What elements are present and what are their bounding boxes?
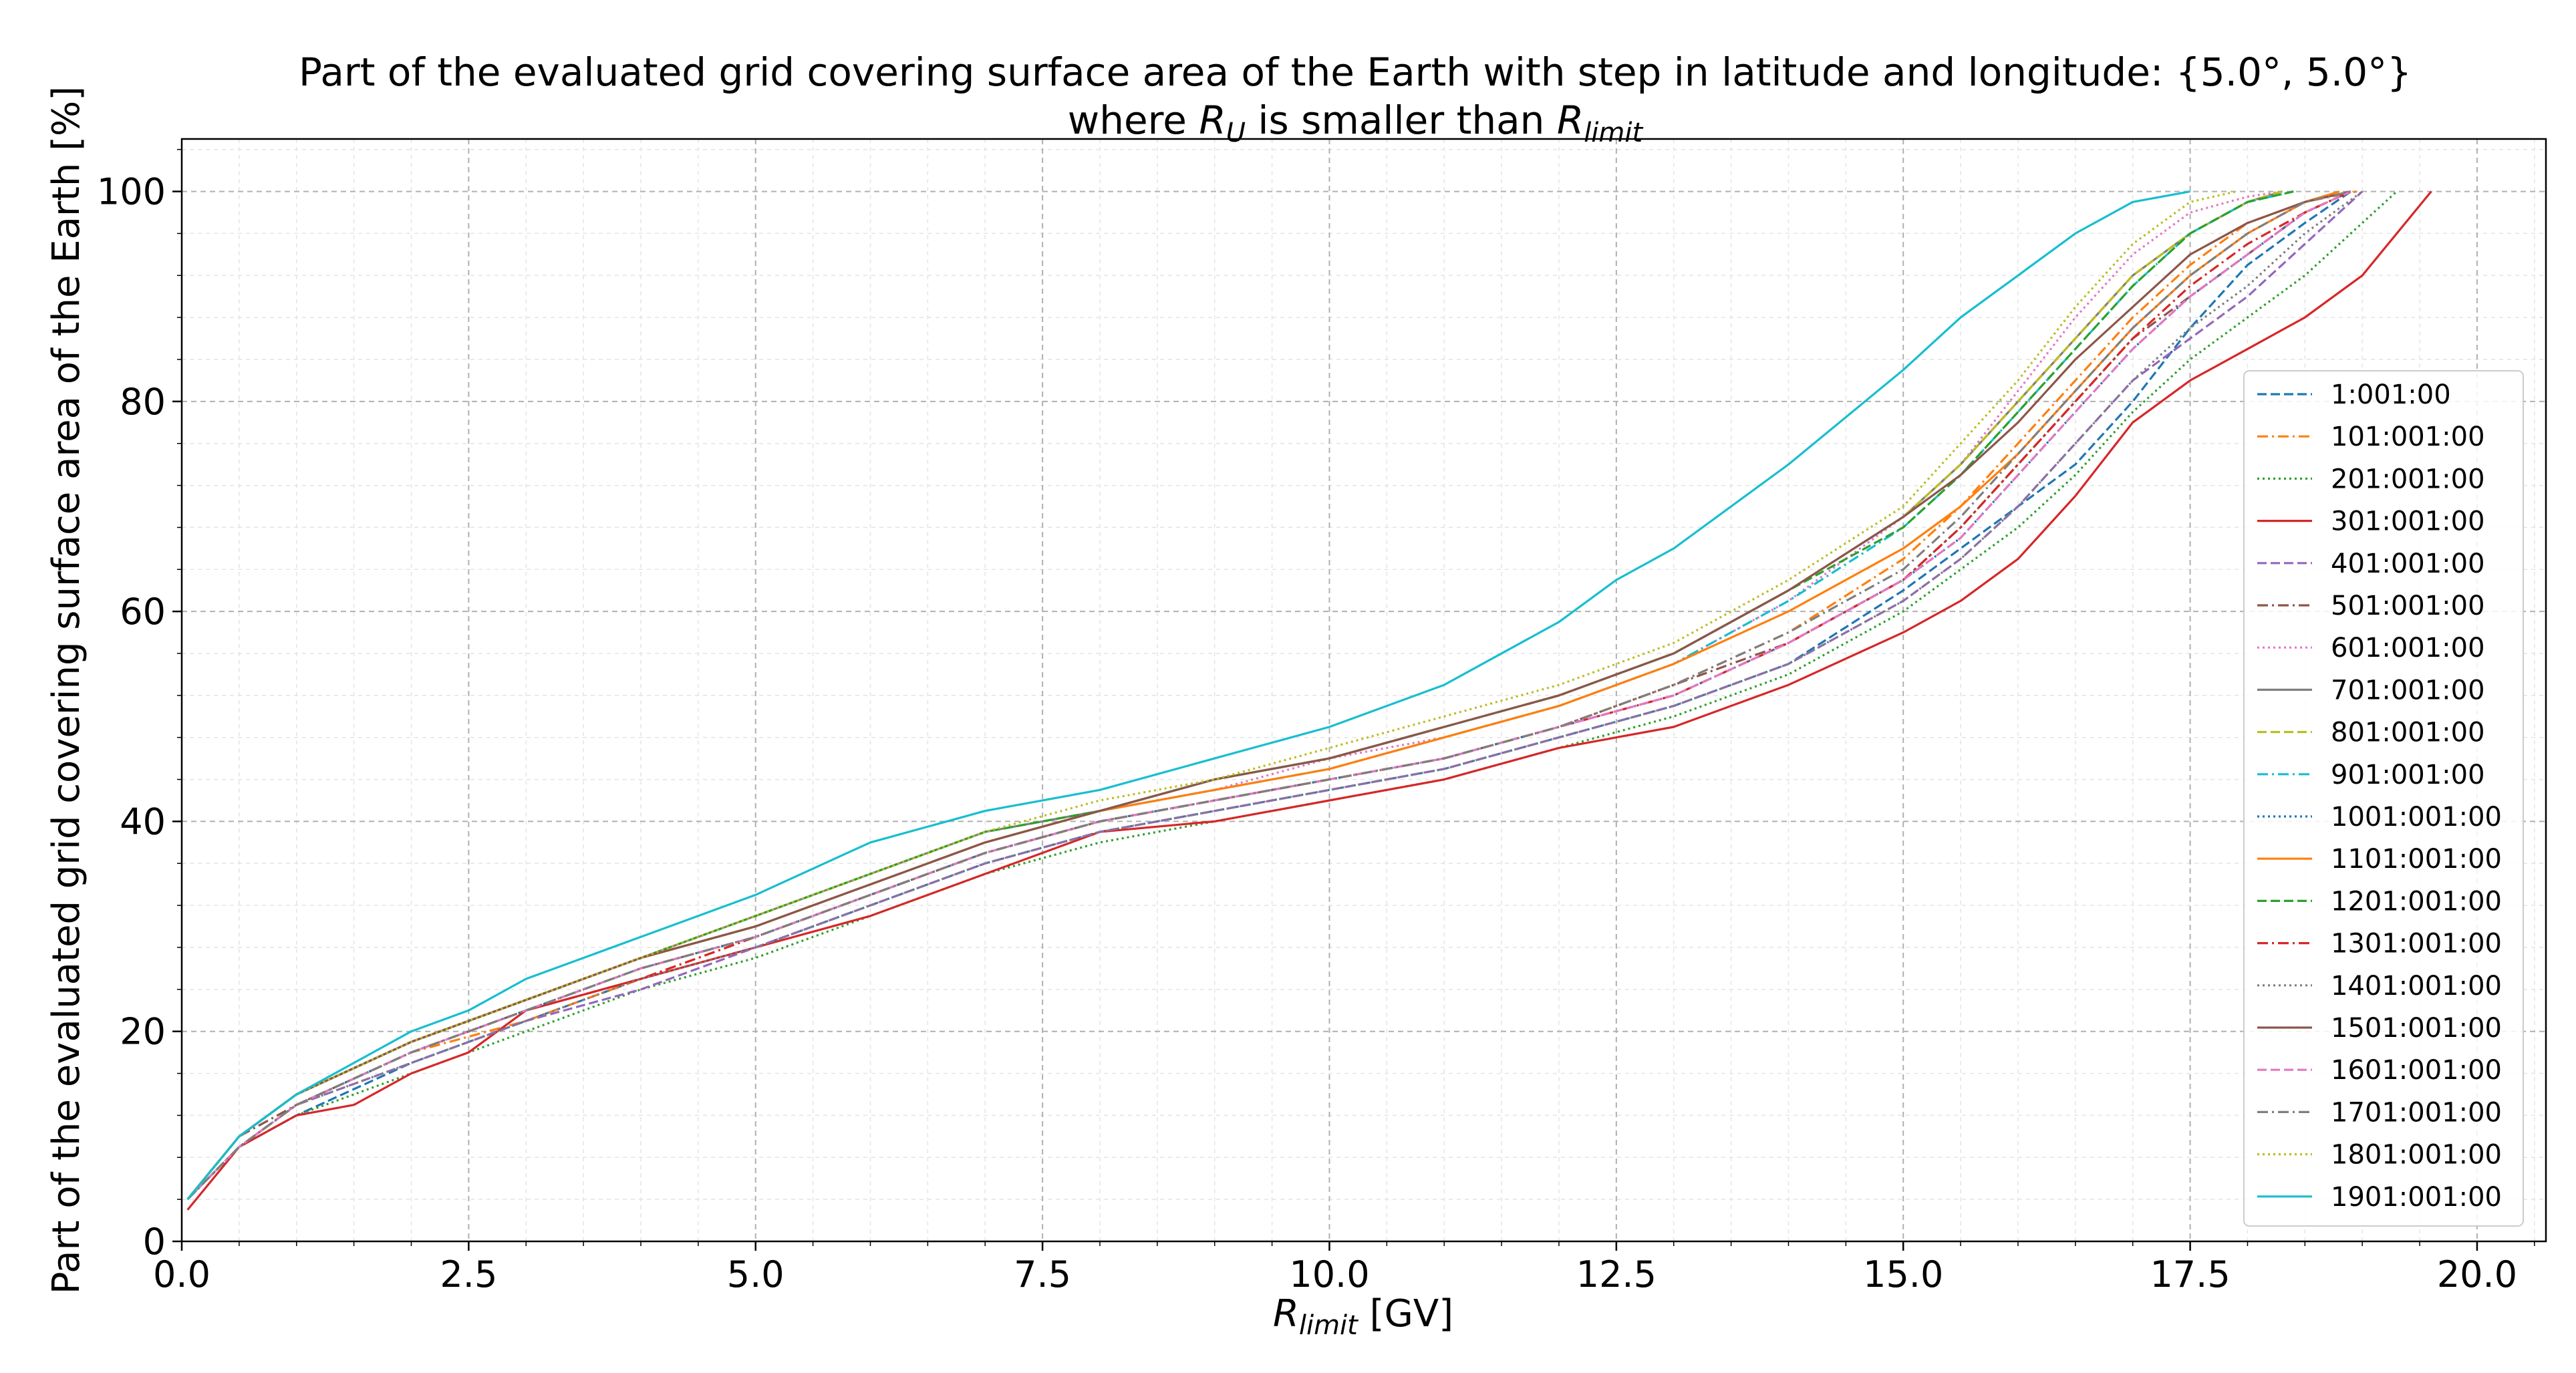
x-tick-label: 7.5	[1014, 1253, 1071, 1295]
series-line	[186, 190, 2351, 1201]
x-axis-label: Rlimit [GV]	[1273, 1292, 1453, 1341]
legend-label: 1201:001:00	[2331, 886, 2502, 917]
x-axis-label-unit: [GV]	[1358, 1292, 1453, 1336]
legend-label: 701:001:00	[2331, 675, 2485, 706]
legend-box	[2243, 370, 2524, 1227]
series-line	[186, 190, 2351, 1201]
x-axis-label-subscript: limit	[1299, 1310, 1358, 1341]
subtitle-ru-symbol: R	[1199, 98, 1226, 143]
y-axis-label: Part of the evaluated grid covering surf…	[45, 86, 88, 1294]
legend-label: 1301:001:00	[2331, 929, 2502, 959]
y-tick-label: 100	[97, 171, 166, 213]
legend-label: 1701:001:00	[2331, 1097, 2502, 1128]
subtitle-rlimit-subscript: limit	[1584, 118, 1643, 148]
x-tick-label: 10.0	[1289, 1253, 1369, 1295]
y-tick-label: 40	[120, 800, 166, 843]
series-line	[186, 190, 2351, 1201]
subtitle-middle: is smaller than	[1246, 98, 1557, 143]
legend-label: 1801:001:00	[2331, 1140, 2502, 1171]
legend-label: 1101:001:00	[2331, 844, 2502, 875]
y-tick-label: 0	[143, 1221, 166, 1263]
chart-title: Part of the evaluated grid covering surf…	[299, 49, 2412, 95]
series-line	[186, 190, 2432, 1211]
axis-ticks: 0.0 2.5 5.0 7.5 10.0 12.5 15.0 17.5 20.0 0 20 40 60 8…	[97, 148, 2535, 1295]
series-line	[186, 190, 2364, 1201]
series-line	[186, 190, 2190, 1201]
legend: 1:001:00 101:001:00 201:001:00 301:001:00 40…	[2243, 370, 2524, 1227]
y-tick-label: 60	[120, 591, 166, 633]
legend-label: 101:001:00	[2331, 422, 2485, 452]
y-tick-label: 20	[120, 1011, 166, 1053]
legend-label: 1601:001:00	[2331, 1055, 2502, 1086]
x-tick-label: 0.0	[153, 1253, 210, 1295]
x-tick-label: 2.5	[440, 1253, 497, 1295]
y-tick-label: 80	[120, 381, 166, 423]
x-tick-label: 20.0	[2437, 1253, 2517, 1295]
x-tick-label: 15.0	[1863, 1253, 1943, 1295]
legend-label: 601:001:00	[2331, 633, 2485, 663]
x-tick-label: 5.0	[727, 1253, 784, 1295]
series-lines	[186, 190, 2432, 1211]
subtitle-rlimit-symbol: R	[1557, 98, 1584, 143]
minor-grid	[182, 139, 2546, 1241]
legend-label: 1001:001:00	[2331, 802, 2502, 832]
subtitle-ru-subscript: U	[1226, 118, 1246, 148]
x-tick-label: 12.5	[1576, 1253, 1657, 1295]
legend-label: 401:001:00	[2331, 549, 2485, 579]
legend-label: 301:001:00	[2331, 506, 2485, 537]
legend-label: 501:001:00	[2331, 591, 2485, 621]
legend-label: 1:001:00	[2331, 379, 2451, 410]
legend-label: 801:001:00	[2331, 718, 2485, 748]
legend-label: 901:001:00	[2331, 760, 2485, 790]
plot-area-frame	[180, 138, 2547, 1243]
chart-subtitle: where RU is smaller than Rlimit	[1068, 98, 1644, 148]
subtitle-prefix: where	[1068, 98, 1199, 143]
legend-label: 1401:001:00	[2331, 971, 2502, 1002]
x-axis-label-symbol: R	[1273, 1292, 1299, 1336]
legend-label: 201:001:00	[2331, 464, 2485, 494]
x-tick-label: 17.5	[2150, 1253, 2230, 1295]
legend-label: 1501:001:00	[2331, 1013, 2502, 1044]
legend-label: 1901:001:00	[2331, 1182, 2502, 1213]
